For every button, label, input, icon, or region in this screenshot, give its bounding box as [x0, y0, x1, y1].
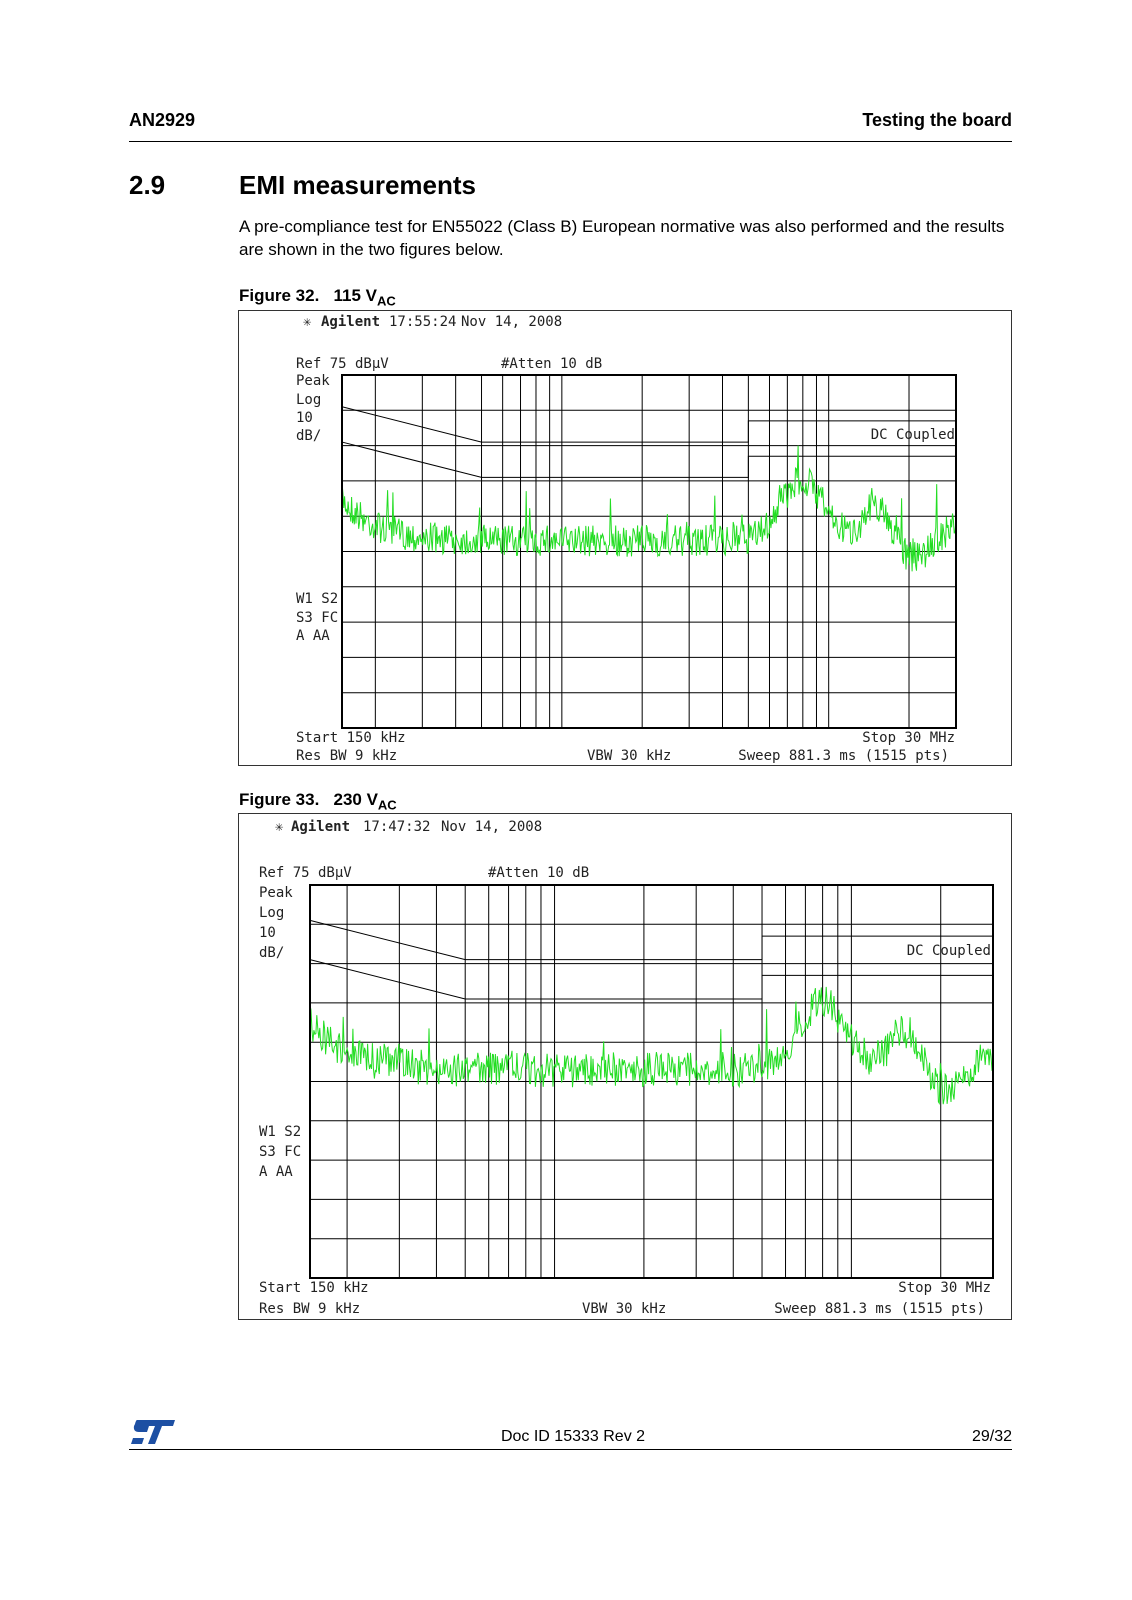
brand: Agilent — [291, 819, 350, 835]
spectrum-trace — [341, 445, 957, 572]
footer-doc-id: Doc ID 15333 Rev 2 — [500, 1428, 646, 1445]
limit-line — [309, 959, 993, 1000]
brand: Agilent — [321, 314, 380, 330]
caption-sub: AC — [376, 293, 396, 309]
res-bw: Res BW 9 kHz — [296, 748, 397, 764]
sweep: Sweep 881.3 ms (1515 pts) — [774, 1301, 985, 1317]
analyzer-screen: ✳ Agilent 17:55:24 Nov 14, 2008 Ref 75 dBµV #… — [296, 314, 957, 764]
status: S3 FC — [259, 1144, 301, 1160]
scale-mode: 10 — [296, 410, 313, 426]
agilent-star: ✳ — [303, 314, 312, 330]
date: Nov 14, 2008 — [461, 314, 562, 330]
scale-mode: dB/ — [259, 945, 284, 961]
coupling: DC Coupled — [907, 943, 991, 959]
vbw: VBW 30 kHz — [587, 748, 671, 764]
figure-caption: Figure 32. 115 VAC — [239, 286, 396, 308]
coupling: DC Coupled — [871, 427, 955, 443]
header-rule — [129, 141, 1012, 142]
status: S3 FC — [296, 610, 338, 626]
time: 17:55:24 — [389, 314, 456, 330]
plot-frame — [341, 374, 957, 729]
figure-caption: Figure 33. 230 VAC — [239, 790, 397, 812]
ref-level: Ref 75 dBµV — [259, 865, 352, 881]
footer-page: 29/32 — [971, 1428, 1012, 1445]
limit-line — [341, 406, 956, 443]
start-freq: Start 150 kHz — [296, 730, 406, 746]
paragraph: A pre-compliance test for EN55022 (Class… — [239, 217, 1005, 259]
limit-line — [309, 919, 993, 961]
caption-number: Figure 33. — [239, 790, 320, 809]
scale-mode: Log — [296, 392, 321, 408]
figure-box: ✳ Agilent 17:47:32 Nov 14, 2008 Ref 75 dBµV #… — [238, 813, 1012, 1320]
footer-rule — [129, 1449, 1012, 1450]
scale-mode: Peak — [296, 373, 330, 389]
start-freq: Start 150 kHz — [259, 1280, 369, 1296]
caption-number: Figure 32. — [239, 286, 320, 305]
sweep: Sweep 881.3 ms (1515 pts) — [738, 748, 949, 764]
doc-id-header: AN2929 — [129, 110, 196, 130]
plot-frame — [309, 884, 994, 1279]
status: A AA — [296, 628, 330, 644]
caption-voltage: 230 V — [333, 790, 378, 809]
scale-mode: dB/ — [296, 428, 321, 444]
agilent-star: ✳ — [275, 819, 284, 835]
caption-voltage: 115 V — [333, 286, 377, 305]
spectrum-trace — [309, 986, 994, 1105]
section-number: 2.9 — [129, 170, 166, 200]
status: W1 S2 — [259, 1124, 301, 1140]
status: W1 S2 — [296, 591, 338, 607]
limit-line — [341, 441, 956, 478]
scale-mode: Peak — [259, 885, 293, 901]
date: Nov 14, 2008 — [441, 819, 542, 835]
caption-sub: AC — [377, 797, 397, 813]
vbw: VBW 30 kHz — [582, 1301, 666, 1317]
ref-level: Ref 75 dBµV — [296, 356, 389, 372]
res-bw: Res BW 9 kHz — [259, 1301, 360, 1317]
figure-box: ✳ Agilent 17:55:24 Nov 14, 2008 Ref 75 dBµV #… — [238, 310, 1012, 766]
stop-freq: Stop 30 MHz — [898, 1280, 991, 1296]
status: A AA — [259, 1164, 293, 1180]
analyzer-screen: ✳ Agilent 17:47:32 Nov 14, 2008 Ref 75 dBµV #… — [259, 819, 994, 1317]
scale-mode: 10 — [259, 925, 276, 941]
scale-mode: Log — [259, 905, 284, 921]
chapter-header: Testing the board — [862, 110, 1012, 130]
time: 17:47:32 — [363, 819, 430, 835]
stop-freq: Stop 30 MHz — [862, 730, 955, 746]
attenuation: #Atten 10 dB — [501, 356, 602, 372]
section-title: EMI measurements — [239, 170, 476, 200]
attenuation: #Atten 10 dB — [488, 865, 589, 881]
st-logo — [131, 1420, 175, 1444]
